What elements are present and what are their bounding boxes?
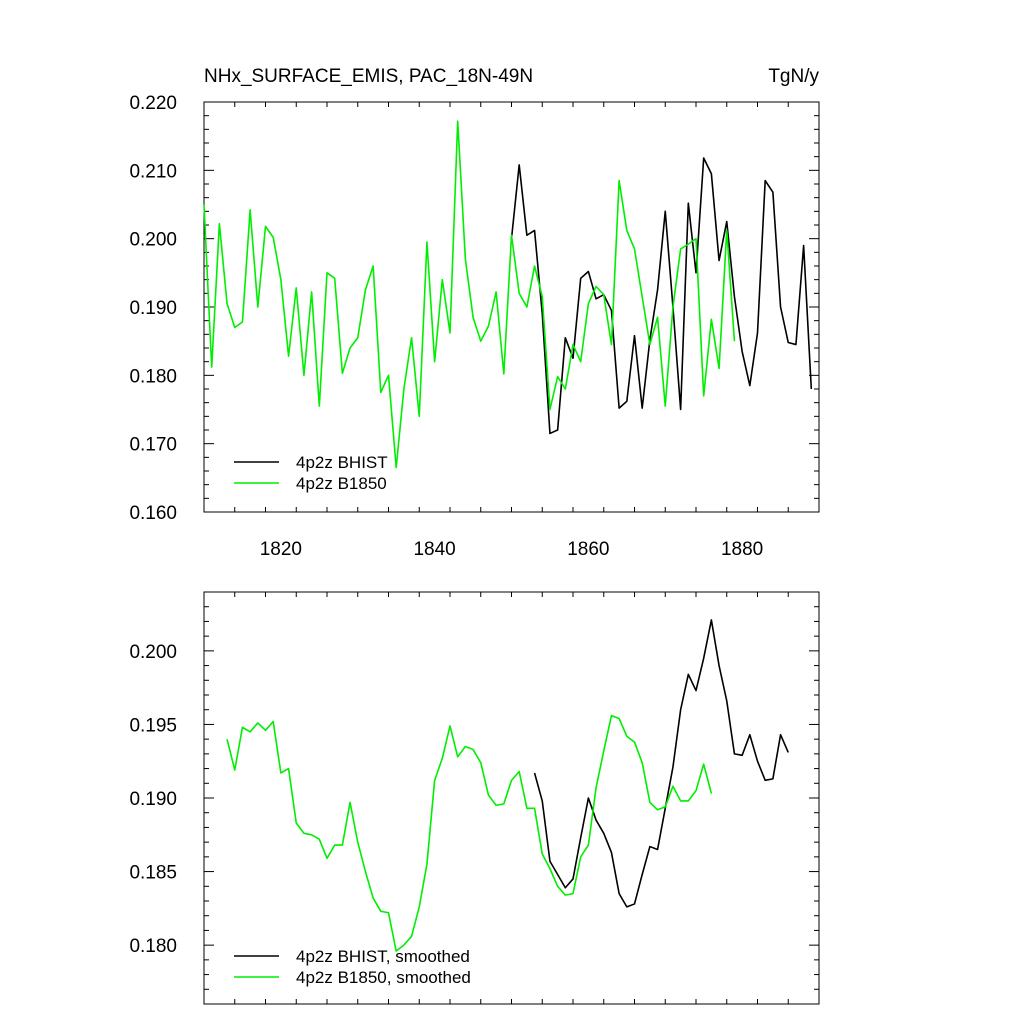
y-tick-label: 0.190 (129, 789, 177, 810)
top-plot-units: TgN/y (768, 66, 819, 87)
x-tick-label: 1840 (413, 539, 455, 560)
y-tick-label: 0.195 (129, 715, 177, 736)
series-line-b1850 (203, 120, 736, 469)
legend-label: 4p2z B1850 (296, 474, 387, 493)
legend-label: 4p2z B1850, smoothed (296, 968, 471, 987)
series-line-bhist (533, 619, 789, 908)
y-tick-label: 0.210 (129, 161, 177, 182)
x-tick-label: 1860 (567, 539, 609, 560)
series-line-b1850 (226, 714, 713, 952)
y-tick-label: 0.220 (129, 93, 177, 114)
y-tick-label: 0.180 (129, 936, 177, 957)
y-tick-label: 0.200 (129, 642, 177, 663)
x-tick-label: 1820 (260, 539, 302, 560)
y-tick-label: 0.180 (129, 366, 177, 387)
y-tick-label: 0.185 (129, 863, 177, 884)
y-tick-label: 0.170 (129, 435, 177, 456)
legend-label: 4p2z BHIST (296, 453, 388, 472)
y-tick-label: 0.190 (129, 298, 177, 319)
top-plot-panel: NHx_SURFACE_EMIS, PAC_18N-49N TgN/y 1820… (129, 66, 820, 560)
y-tick-label: 0.160 (129, 503, 177, 524)
legend-label: 4p2z BHIST, smoothed (296, 947, 470, 966)
top-plot-title: NHx_SURFACE_EMIS, PAC_18N-49N (204, 66, 533, 87)
bottom-plot-panel: 0.180 0.185 0.190 0.195 0.200 4p2z BHIST, sm… (129, 591, 820, 1005)
y-tick-label: 0.200 (129, 230, 177, 251)
x-tick-label: 1880 (721, 539, 763, 560)
